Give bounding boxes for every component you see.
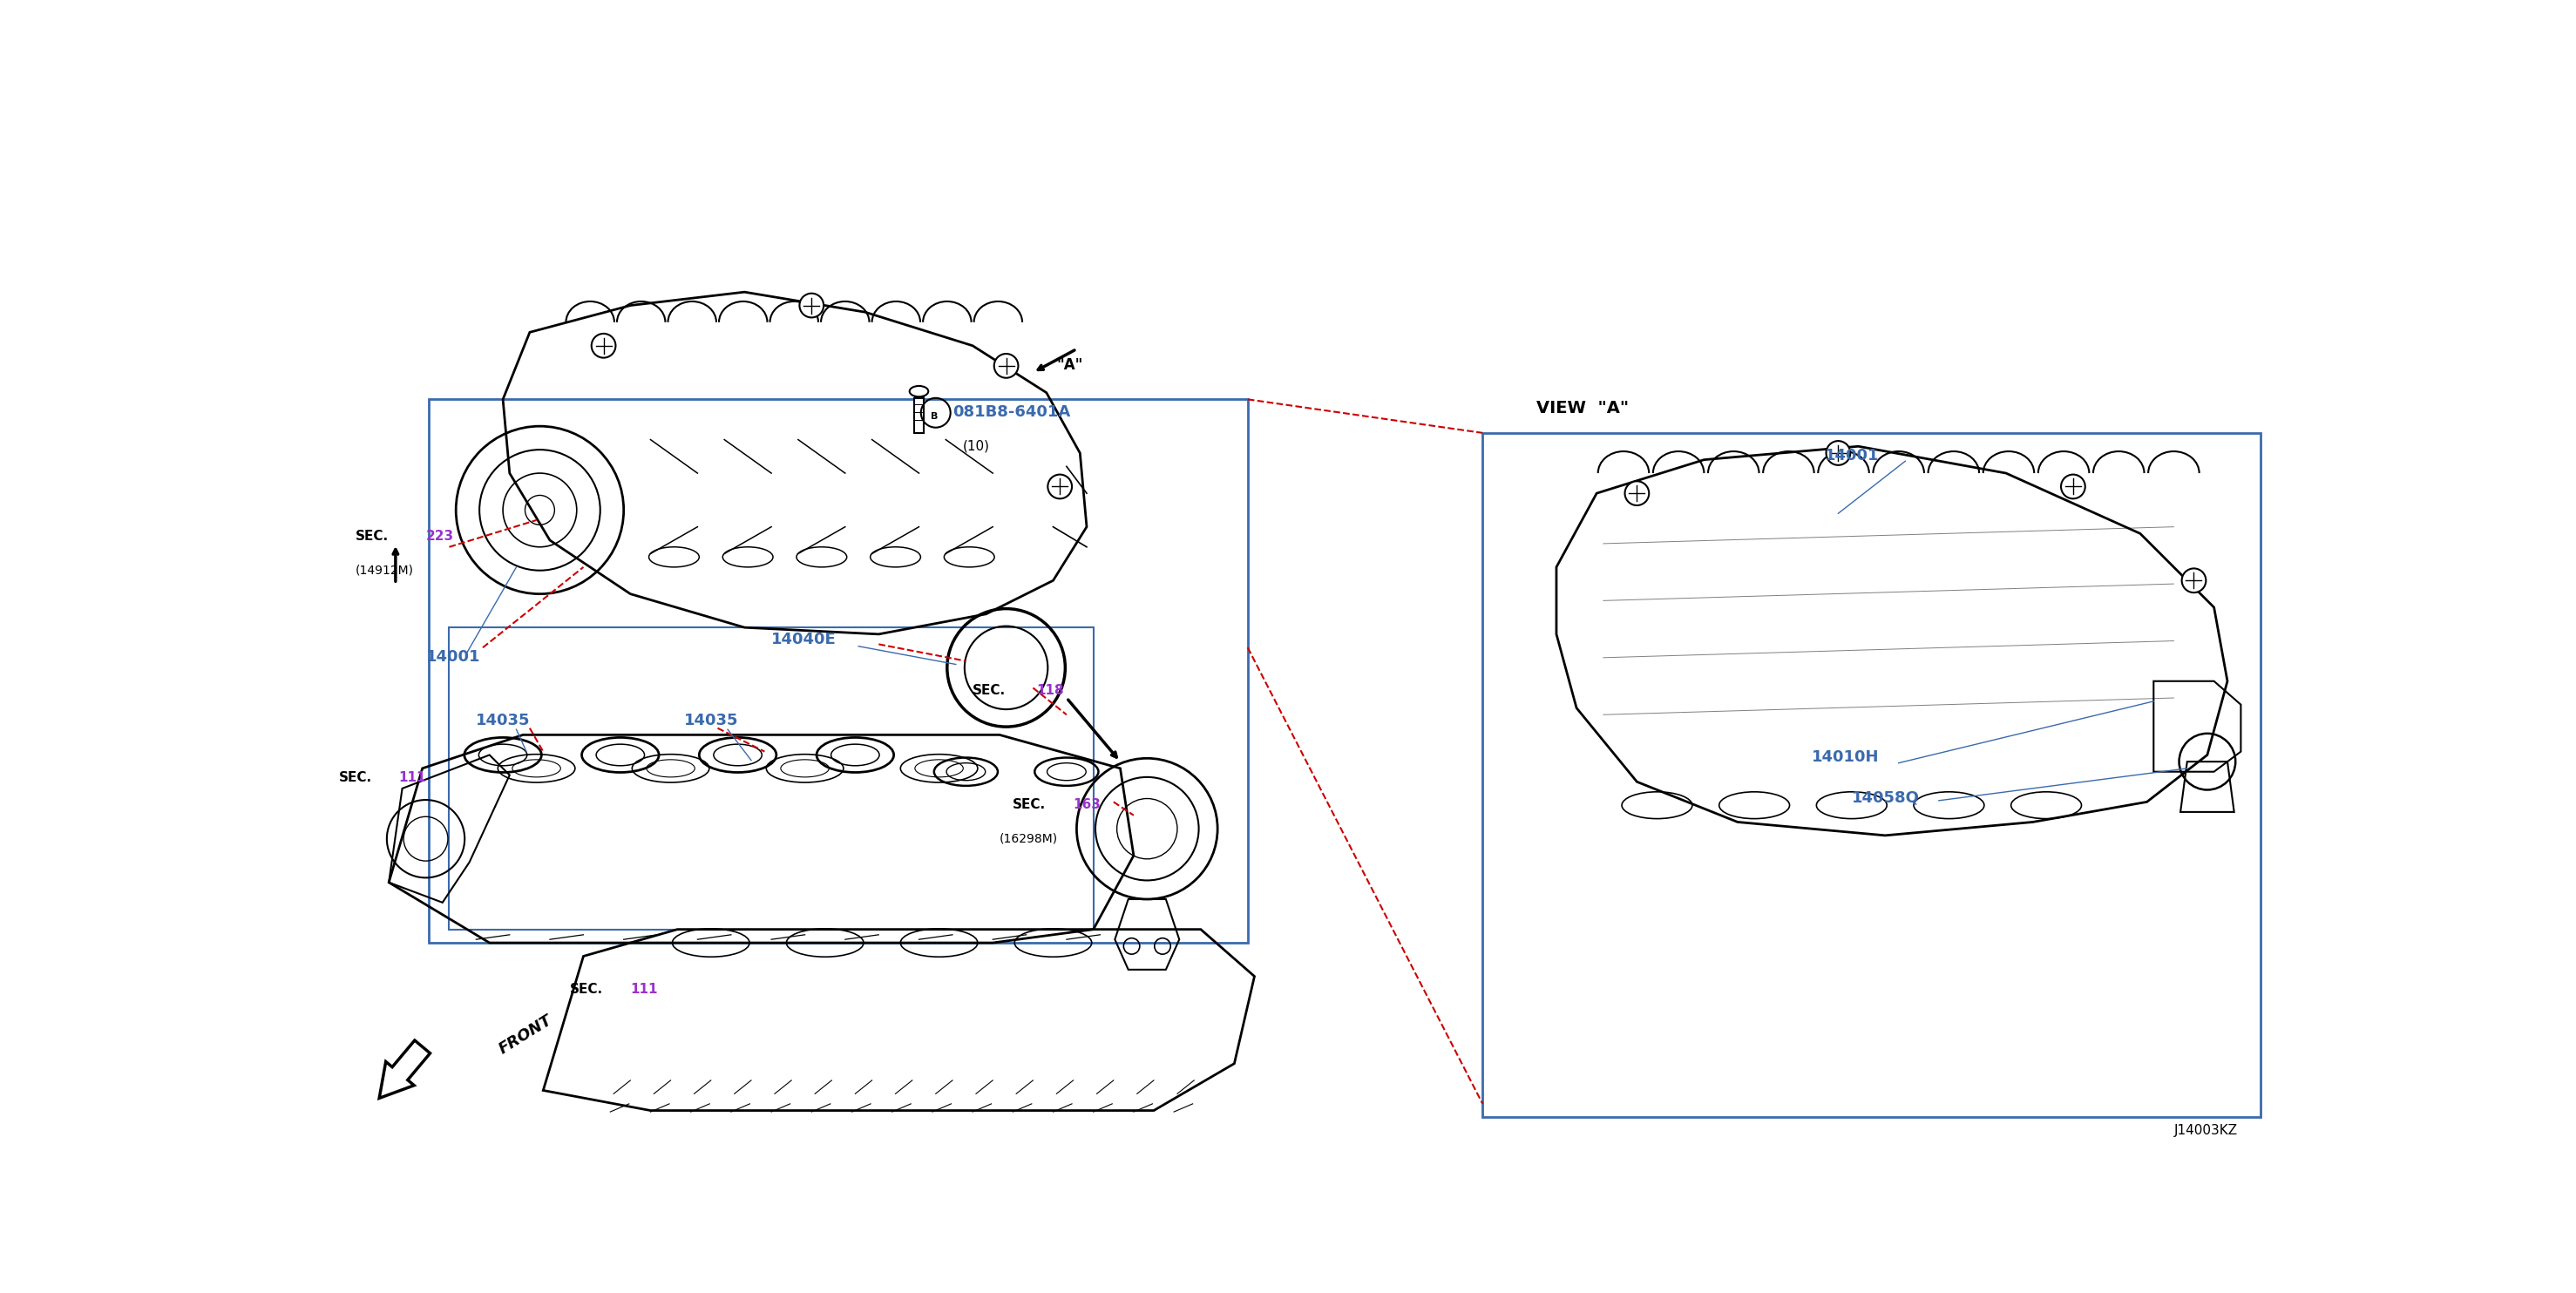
Ellipse shape: [909, 385, 927, 397]
Circle shape: [1625, 481, 1649, 506]
Text: SEC.: SEC.: [569, 983, 603, 996]
Text: 223: 223: [425, 530, 453, 543]
Bar: [1484, 433, 2262, 1117]
Circle shape: [2061, 475, 2084, 499]
Circle shape: [1826, 441, 1850, 465]
Circle shape: [2182, 569, 2205, 592]
Text: VIEW  "A": VIEW "A": [1535, 400, 1628, 416]
Text: J14003KZ: J14003KZ: [2174, 1124, 2239, 1137]
Text: 14040E: 14040E: [770, 632, 837, 648]
Text: 081B8-6401A: 081B8-6401A: [953, 403, 1072, 420]
Text: 111: 111: [399, 772, 428, 785]
FancyBboxPatch shape: [914, 398, 925, 433]
Text: SEC.: SEC.: [337, 772, 371, 785]
Text: 163: 163: [1074, 798, 1100, 811]
Circle shape: [592, 334, 616, 358]
Text: "A": "A": [1056, 357, 1082, 372]
Text: SEC.: SEC.: [355, 530, 389, 543]
Text: B: B: [930, 411, 938, 420]
Circle shape: [1048, 475, 1072, 499]
Text: 14058Q: 14058Q: [1852, 790, 1919, 806]
Text: (10): (10): [963, 440, 989, 453]
Circle shape: [994, 354, 1018, 378]
Bar: [430, 400, 1247, 943]
Text: 14035: 14035: [685, 712, 739, 728]
Text: SEC.: SEC.: [974, 684, 1005, 697]
Text: 14001: 14001: [425, 649, 479, 665]
Text: 14010H: 14010H: [1811, 750, 1878, 765]
Text: (16298M): (16298M): [999, 833, 1059, 844]
Text: 14001: 14001: [1824, 447, 1880, 463]
Text: 118: 118: [1036, 684, 1064, 697]
Circle shape: [799, 294, 824, 318]
Text: 111: 111: [631, 983, 657, 996]
Bar: [448, 627, 1092, 930]
Text: 14035: 14035: [477, 712, 531, 728]
Text: FRONT: FRONT: [497, 1012, 556, 1056]
Text: SEC.: SEC.: [1012, 798, 1046, 811]
Text: (14912M): (14912M): [355, 564, 415, 577]
